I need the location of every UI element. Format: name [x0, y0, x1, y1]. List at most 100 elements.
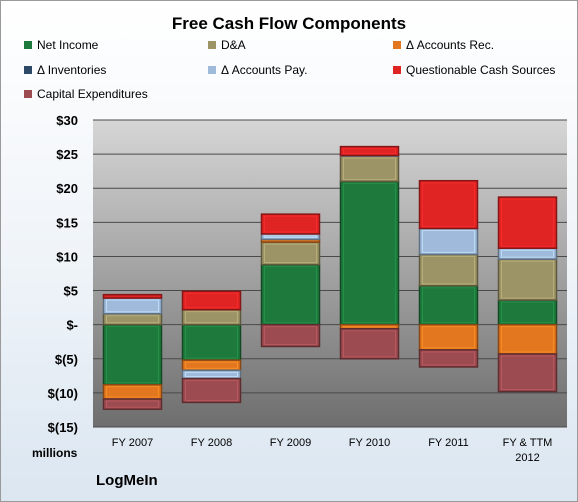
bar-segment-highlight	[422, 351, 475, 366]
bar-segment	[418, 179, 479, 230]
bar-segment-highlight	[185, 326, 238, 359]
bar-segment	[497, 258, 558, 301]
x-tick-label: FY 2011	[428, 437, 469, 449]
bar-segment-highlight	[264, 326, 317, 345]
bar-segment-highlight	[501, 249, 554, 258]
legend-label: Questionable Cash Sources	[406, 63, 556, 77]
bar-segment	[102, 293, 163, 299]
bar-segment-highlight	[422, 182, 475, 227]
legend-item-questionable-cash: Questionable Cash Sources	[393, 63, 555, 77]
bar-segment	[260, 241, 321, 266]
y-tick-label: $(5)	[55, 352, 78, 367]
legend-swatch	[393, 66, 401, 74]
legend-swatch	[24, 41, 32, 49]
bar-segment	[497, 353, 558, 393]
company-name: LogMeIn	[96, 472, 158, 489]
x-tick-label: FY 2008	[191, 437, 232, 449]
bar-segment-highlight	[422, 255, 475, 285]
y-tick-label: $15	[56, 215, 78, 230]
bar-segment-highlight	[185, 371, 238, 378]
bar-segment-highlight	[343, 157, 396, 180]
bar-segment	[339, 155, 400, 183]
y-tick-label: $(15)	[48, 420, 78, 435]
bar-segment-highlight	[501, 301, 554, 324]
bar-segment	[260, 323, 321, 348]
y-tick-label: $(10)	[48, 386, 78, 401]
legend-label: Δ Accounts Rec.	[406, 38, 495, 52]
bar-segment-highlight	[185, 361, 238, 369]
bar-segment	[339, 180, 400, 326]
y-tick-label: $25	[56, 147, 78, 162]
bar-segment-highlight	[343, 148, 396, 154]
x-tick-label: FY & TTM 2012	[503, 437, 553, 464]
bar-segment	[339, 145, 400, 157]
bar-segment	[418, 227, 479, 256]
bar-segment	[497, 196, 558, 250]
bar-segment	[181, 369, 242, 380]
bar-segment	[339, 328, 400, 360]
y-tick-label: $-	[66, 318, 78, 333]
bar-segment-highlight	[501, 326, 554, 353]
bar-segment-highlight	[106, 326, 159, 384]
legend-label: D&A	[221, 38, 246, 52]
y-tick-label: $30	[56, 113, 78, 128]
bar-segment-highlight	[422, 229, 475, 253]
legend-swatch	[208, 66, 216, 74]
bar-segment	[418, 285, 479, 326]
bar-segment-highlight	[264, 266, 317, 324]
legend-swatch	[24, 66, 32, 74]
y-tick-label: $20	[56, 181, 78, 196]
gridlines	[93, 119, 567, 428]
bar-segment-highlight	[422, 287, 475, 324]
bar-segment-highlight	[264, 215, 317, 233]
bar-segment	[260, 263, 321, 326]
bar-segment-highlight	[343, 330, 396, 358]
bar-segment-highlight	[106, 315, 159, 324]
bar-segment-highlight	[106, 400, 159, 408]
bar-segment	[260, 213, 321, 235]
legend-swatch	[24, 90, 32, 98]
bar-segment-highlight	[422, 326, 475, 349]
bar-segment-highlight	[185, 380, 238, 401]
bar-segment-highlight	[501, 260, 554, 299]
bar-segment-highlight	[501, 355, 554, 391]
y-tick-label: $10	[56, 249, 78, 264]
x-tick-label: FY 2009	[270, 437, 311, 449]
bar-segment	[418, 323, 479, 351]
bar-segment-highlight	[106, 386, 159, 398]
y-axis: $30 $25 $20 $15 $10 $5 $- $(5) $(10) $(15)	[48, 113, 78, 435]
bar-segment-highlight	[264, 243, 317, 264]
legend-item-accounts-rec: Δ Accounts Rec.	[393, 38, 494, 52]
x-axis: FY 2007 FY 2008 FY 2009 FY 2010 FY 2011 FY & …	[112, 437, 553, 464]
units-label: millions	[32, 446, 78, 460]
legend-swatch	[208, 41, 216, 49]
bar-segment	[181, 290, 242, 311]
bar-segment	[102, 323, 163, 386]
bar-segment-highlight	[343, 182, 396, 324]
legend-label: Δ Inventories	[37, 63, 107, 77]
legend-item-d-a: D&A	[208, 38, 246, 52]
bar-segment-highlight	[185, 292, 238, 309]
bar-segment	[418, 253, 479, 287]
legend-item-net-income: Net Income	[24, 38, 98, 52]
legend-label: Net Income	[37, 38, 99, 52]
bar-segment	[102, 398, 163, 411]
bars	[102, 145, 558, 411]
bar-segment	[260, 233, 321, 241]
legend-item-capex: Capital Expenditures	[24, 87, 148, 101]
bar-segment-highlight	[106, 299, 159, 313]
legend-label: Capital Expenditures	[37, 87, 148, 101]
bar-segment	[497, 299, 558, 326]
legend-item-inventories: Δ Inventories	[24, 63, 106, 77]
chart-title: Free Cash Flow Components	[171, 14, 407, 33]
legend-swatch	[393, 41, 401, 49]
bar-segment-highlight	[264, 235, 317, 238]
bar-segment-highlight	[185, 311, 238, 324]
bar-segment	[181, 377, 242, 404]
legend-label: Δ Accounts Pay.	[221, 63, 308, 77]
bar-segment	[181, 323, 242, 361]
legend-item-accounts-pay: Δ Accounts Pay.	[208, 63, 308, 77]
bar-segment	[497, 323, 558, 355]
bar-segment-highlight	[501, 198, 554, 247]
